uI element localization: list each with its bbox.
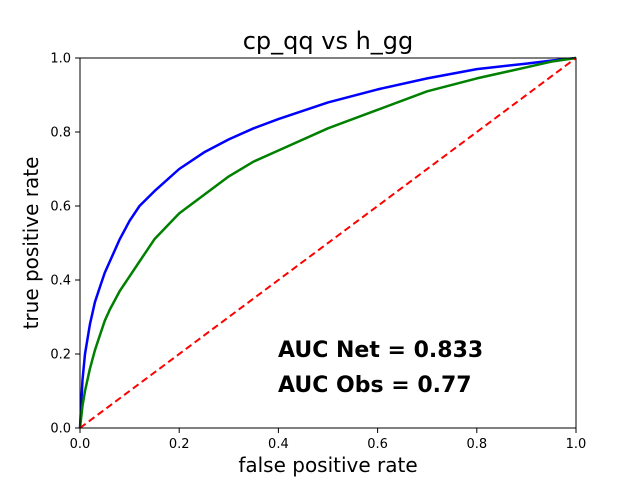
chance-diagonal-line bbox=[79, 57, 577, 429]
plot-frame bbox=[79, 57, 577, 429]
y-axis-label: true positive rate bbox=[19, 157, 43, 330]
x-tick-label: 0.4 bbox=[268, 437, 289, 452]
chart-title: cp_qq vs h_gg bbox=[243, 27, 414, 55]
y-tick-label: 0.0 bbox=[50, 422, 71, 437]
roc-line-net bbox=[78, 56, 577, 429]
y-tick-label: 0.8 bbox=[50, 126, 71, 141]
series-layer bbox=[78, 56, 577, 429]
x-tick-label: 1.0 bbox=[566, 437, 587, 452]
x-axis-ticks: 0.0 0.2 0.4 0.6 0.8 1.0 bbox=[70, 428, 587, 452]
auc-net-annotation: AUC Net = 0.833 bbox=[278, 338, 483, 363]
y-tick-label: 0.2 bbox=[50, 348, 71, 363]
y-tick-label: 0.4 bbox=[50, 274, 71, 289]
y-tick-label: 1.0 bbox=[50, 52, 71, 67]
auc-obs-annotation: AUC Obs = 0.77 bbox=[278, 373, 472, 398]
y-tick-label: 0.6 bbox=[50, 200, 71, 215]
x-tick-label: 0.0 bbox=[70, 437, 91, 452]
x-tick-label: 0.8 bbox=[466, 437, 487, 452]
x-tick-label: 0.2 bbox=[169, 437, 190, 452]
roc-line-obs bbox=[78, 56, 577, 429]
x-tick-label: 0.6 bbox=[367, 437, 388, 452]
x-axis-label: false positive rate bbox=[238, 453, 417, 477]
y-axis-ticks: 0.0 0.2 0.4 0.6 0.8 1.0 bbox=[50, 52, 80, 437]
